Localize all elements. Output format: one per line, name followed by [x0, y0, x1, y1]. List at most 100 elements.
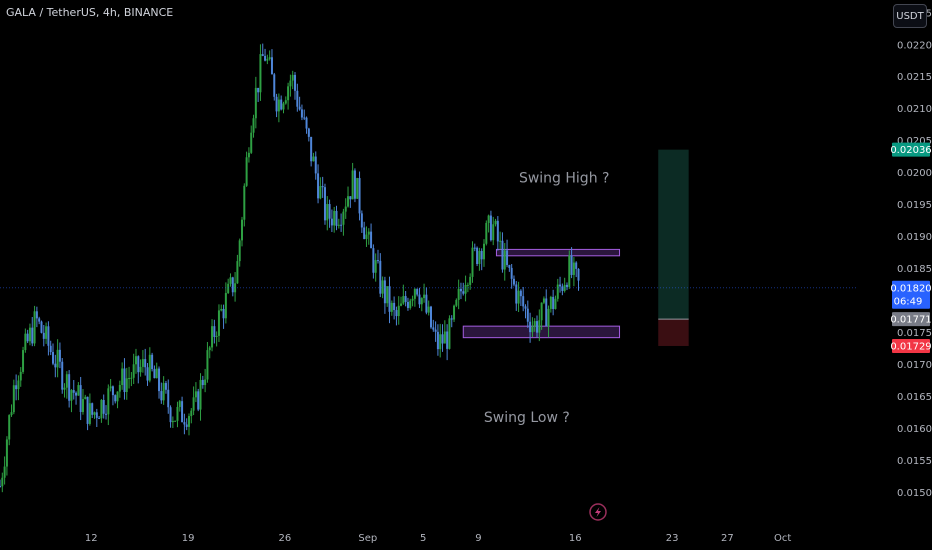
candle-body	[365, 234, 368, 239]
time-axis[interactable]: 12 19 26 Sep 5 9 16 23 27 Oct	[85, 533, 792, 544]
candle-body	[552, 296, 555, 309]
current-price-tag	[892, 280, 930, 309]
candle-body	[227, 283, 230, 294]
candle-body	[545, 298, 548, 327]
candle-body	[420, 298, 423, 305]
countdown-label: 06:49	[894, 296, 923, 307]
candle-body	[125, 378, 128, 393]
candle-body	[400, 303, 403, 306]
stop-loss-zone[interactable]	[658, 319, 689, 346]
candle-body	[376, 260, 379, 262]
candle-body	[476, 247, 479, 264]
candle-body	[47, 326, 50, 346]
candle-body	[575, 262, 578, 269]
candle-body	[549, 296, 552, 309]
candle-body	[75, 392, 78, 396]
candle-body	[473, 247, 476, 249]
y-tick-label: 0.01500	[897, 488, 932, 499]
candle-body	[508, 265, 511, 268]
candle-body	[466, 284, 469, 286]
candle-body	[252, 118, 255, 133]
candle-body	[418, 294, 421, 305]
candle-body	[547, 308, 550, 327]
candle-body	[81, 399, 84, 413]
candle-body	[134, 356, 137, 365]
candle-body	[45, 326, 48, 339]
annotations-layer[interactable]: Swing High ? Swing Low ?	[484, 170, 610, 426]
candle-body	[337, 224, 340, 226]
candle-body	[167, 389, 170, 408]
candle-body	[109, 386, 112, 389]
annotation-2[interactable]: Swing Low ?	[484, 410, 570, 426]
annotation-1[interactable]: Swing High ?	[519, 170, 610, 186]
candle-body	[559, 284, 562, 287]
candle-body	[1, 477, 4, 487]
candle-body	[266, 58, 269, 61]
candle-body	[496, 220, 499, 242]
currency-button[interactable]: USDT	[893, 4, 927, 28]
candle-body	[42, 332, 45, 339]
candle-body	[328, 204, 331, 219]
candle-body	[436, 331, 439, 350]
zone-box-1[interactable]	[495, 248, 621, 257]
candle-body	[54, 363, 57, 368]
candle-body	[52, 352, 55, 364]
candle-body	[411, 298, 414, 301]
candle-body	[561, 286, 564, 291]
time-axis-background[interactable]	[0, 518, 932, 550]
candle-body	[565, 284, 568, 287]
candle-body	[487, 215, 490, 223]
candle-body	[280, 99, 283, 110]
candle-body	[243, 185, 246, 220]
candle-body	[459, 288, 462, 292]
lightning-icon[interactable]	[589, 503, 607, 521]
x-tick-label: 23	[666, 533, 679, 544]
candle-body	[68, 374, 71, 401]
candle-body	[162, 383, 165, 401]
candle-body	[443, 331, 446, 344]
candle-body	[542, 298, 545, 303]
candle-body	[300, 109, 303, 118]
candle-body	[128, 377, 131, 379]
candle-body	[56, 349, 59, 368]
price-tag-label: 0.01771	[890, 315, 931, 326]
candle-body	[206, 350, 209, 380]
candle-body	[284, 100, 287, 104]
price-axis-background[interactable]	[856, 0, 932, 518]
candle-body	[386, 286, 389, 304]
candle-body	[268, 57, 271, 59]
candle-body	[298, 106, 301, 110]
candle-body	[35, 311, 38, 319]
candle-body	[28, 327, 31, 342]
candle-body	[137, 356, 140, 373]
candle-body	[132, 364, 135, 378]
candle-body	[220, 308, 223, 311]
candle-body	[538, 320, 541, 333]
candle-body	[171, 421, 174, 423]
candle-body	[49, 345, 52, 353]
position-tool[interactable]	[658, 149, 689, 346]
candle-body	[429, 306, 432, 328]
candle-body	[381, 280, 384, 294]
x-tick-label: 26	[279, 533, 292, 544]
candle-body	[10, 412, 13, 416]
candle-body	[351, 170, 354, 200]
candle-body	[519, 290, 522, 297]
candle-body	[314, 156, 317, 174]
candle-body	[372, 248, 375, 273]
candle-body	[335, 210, 338, 226]
x-tick-label: 5	[420, 533, 426, 544]
candle-body	[524, 306, 527, 309]
take-profit-zone[interactable]	[658, 149, 689, 320]
candle-body	[224, 293, 227, 319]
candle-body	[363, 227, 366, 239]
candle-body	[211, 326, 214, 348]
candle-body	[556, 284, 559, 299]
candle-body	[522, 296, 525, 307]
candle-body	[116, 391, 119, 402]
